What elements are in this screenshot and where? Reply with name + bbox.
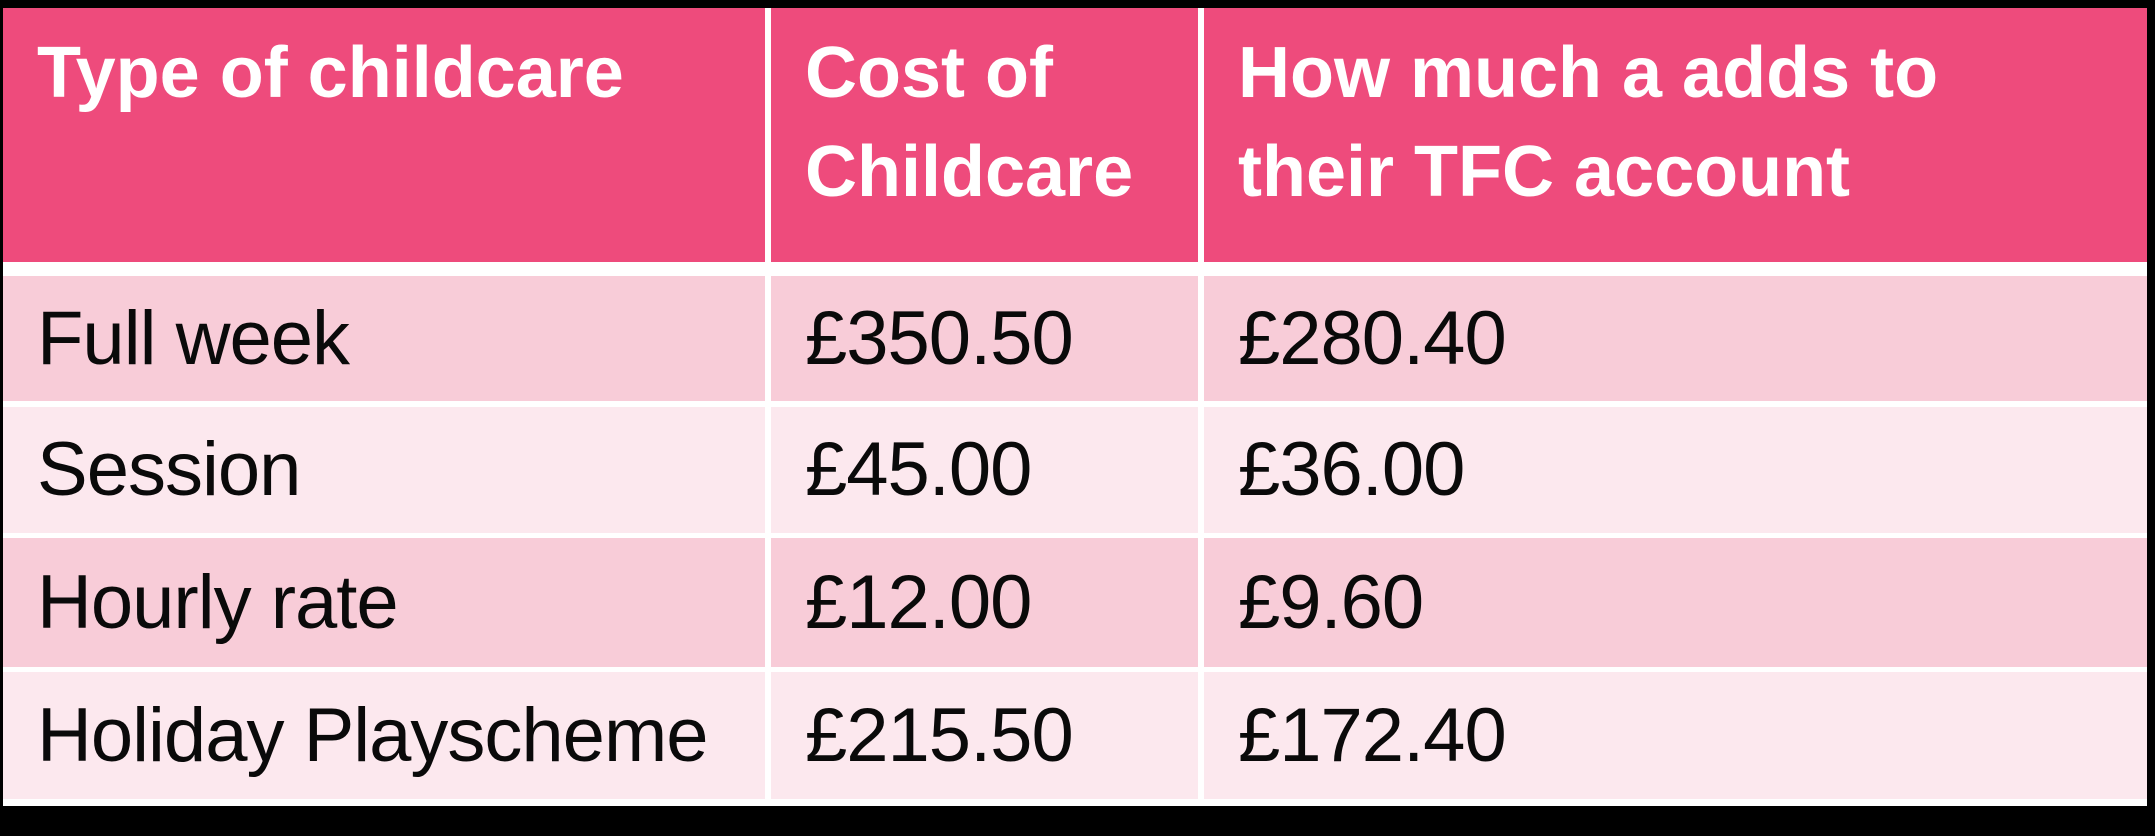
cell-tfc-amount: £9.60 (1204, 538, 2147, 667)
childcare-costs-table: Type of childcare Cost of Childcare How … (3, 8, 2147, 806)
cell-tfc-amount: £280.40 (1204, 276, 2147, 401)
cell-childcare-type: Session (3, 407, 765, 533)
table-row: Holiday Playscheme £215.50 £172.40 (3, 672, 2147, 799)
table-row: Hourly rate £12.00 £9.60 (3, 538, 2147, 667)
header-cost-of-childcare: Cost of Childcare (771, 8, 1198, 262)
table-row: Full week £350.50 £280.40 (3, 276, 2147, 401)
table-header-row: Type of childcare Cost of Childcare How … (3, 8, 2147, 262)
cell-childcare-cost: £12.00 (771, 538, 1198, 667)
cell-childcare-cost: £350.50 (771, 276, 1198, 401)
cell-tfc-amount: £172.40 (1204, 672, 2147, 799)
table-row: Session £45.00 £36.00 (3, 407, 2147, 533)
cell-childcare-type: Full week (3, 276, 765, 401)
cell-childcare-type: Holiday Playscheme (3, 672, 765, 799)
header-tfc-account-amount: How much a adds to their TFC account (1204, 8, 2147, 262)
cell-childcare-cost: £215.50 (771, 672, 1198, 799)
cell-childcare-type: Hourly rate (3, 538, 765, 667)
cell-tfc-amount: £36.00 (1204, 407, 2147, 533)
header-type-of-childcare: Type of childcare (3, 8, 765, 262)
cell-childcare-cost: £45.00 (771, 407, 1198, 533)
